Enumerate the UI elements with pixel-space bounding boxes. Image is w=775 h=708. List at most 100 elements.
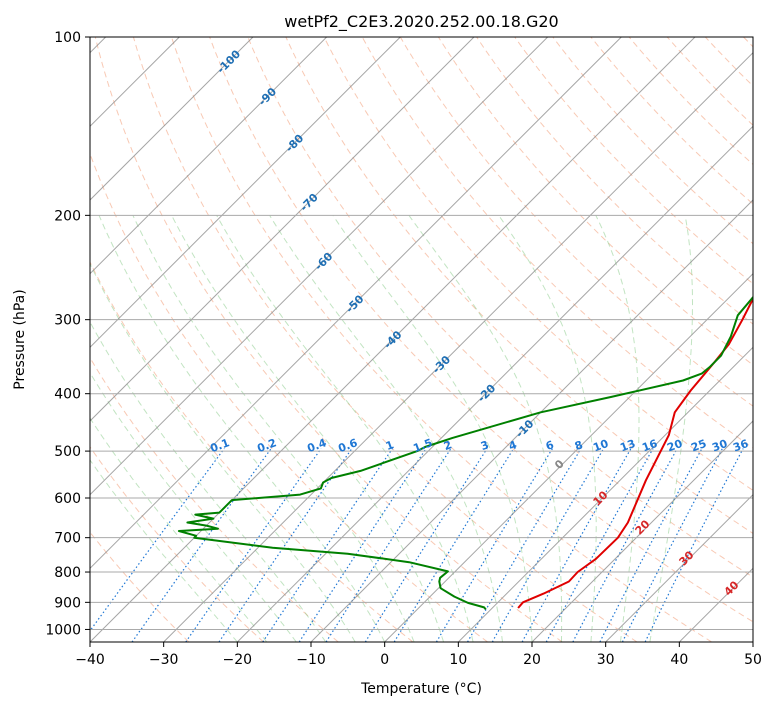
- mixing-ratio-label: 10: [591, 437, 610, 455]
- mixing-ratio-line: [185, 448, 322, 642]
- isotherm-line: [457, 346, 753, 642]
- y-tick-label: 800: [54, 565, 81, 581]
- mixing-ratio-label: 0.2: [255, 436, 278, 455]
- moist-adiabat-line: [171, 215, 445, 642]
- dry-adiabat-line: [94, 37, 563, 642]
- x-tick-label: 40: [670, 652, 688, 668]
- mixing-ratio-line: [298, 448, 427, 642]
- mixing-ratio-label: 0.1: [208, 436, 231, 455]
- y-tick-label: 700: [54, 531, 81, 547]
- mixing-ratio-label: 36: [731, 437, 750, 455]
- isotherm-line: [531, 420, 753, 642]
- dry-adiabat-line: [90, 356, 339, 642]
- isotherm-line: [90, 37, 696, 642]
- x-tick-label: 50: [744, 652, 762, 668]
- dry-adiabat-line: [514, 37, 753, 285]
- x-tick-label: 20: [523, 652, 541, 668]
- y-tick-label: 200: [54, 208, 81, 224]
- mixing-ratio-line: [393, 448, 515, 642]
- dry-adiabat-line: [209, 37, 753, 623]
- mixing-ratio-label: 3: [479, 438, 491, 453]
- mixing-ratio-label: 25: [689, 437, 708, 454]
- y-tick-label: 1000: [45, 622, 81, 638]
- x-tick-label: 10: [449, 652, 467, 668]
- background-lines: [90, 37, 753, 642]
- mixing-ratio-label: 16: [640, 437, 659, 455]
- dry-adiabat-line: [247, 37, 753, 578]
- moist-adiabat-line: [332, 215, 533, 642]
- x-tick-label: 0: [380, 652, 389, 668]
- mixing-ratio-label: 1: [384, 438, 396, 453]
- mixing-ratio-label: 13: [618, 437, 637, 454]
- temperature-profile-line: [517, 296, 753, 609]
- plot-frame: [89, 36, 754, 643]
- series-layer: [177, 295, 753, 611]
- x-axis-title: Temperature (°C): [360, 681, 482, 697]
- x-tick-label: −10: [296, 652, 326, 668]
- mixing-ratio-line: [218, 448, 353, 642]
- dry-adiabat-line: [285, 37, 753, 535]
- mixing-ratio-line: [599, 448, 703, 642]
- mixing-ratio-label: 2: [442, 438, 454, 453]
- moist-adiabat-line: [90, 459, 238, 642]
- isotherm-line: [384, 272, 753, 642]
- moist-adiabat-line: [595, 215, 640, 642]
- dry-adiabat-line: [90, 446, 264, 642]
- mixing-ratio-label: 20: [665, 437, 684, 455]
- dry-adiabat-line: [90, 260, 414, 642]
- dry-adiabat-line: [171, 37, 712, 642]
- moist-adiabat-line: [90, 321, 327, 642]
- mixing-ratio-label: 0.4: [305, 436, 328, 455]
- isotherm-line: [90, 37, 622, 570]
- mixing-ratio-label: 6: [544, 438, 556, 453]
- moist-adiabat-line: [269, 215, 503, 642]
- y-axis-title: Pressure (hPa): [12, 289, 28, 389]
- y-tick-label: 900: [54, 595, 81, 611]
- isotherm-line: [90, 37, 549, 496]
- dry-adiabat-line: [132, 37, 638, 642]
- mixing-ratio-line: [491, 448, 605, 642]
- mixing-ratio-label: 1.5: [411, 436, 434, 455]
- dewpoint-profile-line: [177, 295, 753, 611]
- isotherm-line: [90, 37, 401, 349]
- x-tick-label: −30: [149, 652, 179, 668]
- mixing-ratio-label: 8: [573, 438, 585, 453]
- mixing-ratio-line: [90, 448, 225, 632]
- isotherm-line: [90, 37, 328, 275]
- x-tick-label: −20: [223, 652, 253, 668]
- x-tick-label: −40: [75, 652, 105, 668]
- mixing-ratio-line: [466, 448, 582, 642]
- mixing-ratio-line: [572, 448, 678, 642]
- chart-title: wetPf2_C2E3.2020.252.00.18.G20: [284, 12, 558, 32]
- y-tick-label: 400: [54, 387, 81, 403]
- moist-adiabat-line: [90, 371, 297, 642]
- moist-adiabat-line: [649, 215, 693, 642]
- moist-adiabat-line: [90, 262, 356, 642]
- mixing-ratio-line: [325, 448, 452, 642]
- isotherm-line: [236, 125, 753, 642]
- dry-adiabat-line: [476, 37, 753, 325]
- mixing-ratio-line: [262, 448, 393, 642]
- mixing-ratio-label: 4: [507, 438, 519, 453]
- moist-adiabat-line: [216, 215, 474, 642]
- mixing-ratio-label: 0.6: [336, 436, 359, 455]
- y-tick-label: 500: [54, 444, 81, 460]
- y-tick-label: 100: [54, 30, 81, 46]
- mixing-ratio-label: 30: [710, 437, 729, 455]
- moist-adiabat-line: [408, 215, 563, 642]
- moist-adiabat-line: [90, 417, 268, 642]
- isotherm-line: [90, 37, 254, 201]
- isotherm-line: [163, 51, 753, 642]
- axes: −40 −30 −20 −10 0 10 20 30 40 5010020030040050060…: [45, 30, 762, 668]
- mixing-ratio-line: [621, 448, 723, 642]
- y-tick-label: 300: [54, 313, 81, 329]
- isotherm-line: [310, 199, 753, 642]
- moist-adiabat-line: [132, 215, 415, 642]
- y-tick-label: 600: [54, 491, 81, 507]
- mixing-ratio-line: [131, 448, 272, 642]
- x-tick-label: 30: [597, 652, 615, 668]
- isotherm-line: [90, 37, 475, 422]
- dry-adiabat-line: [323, 37, 753, 491]
